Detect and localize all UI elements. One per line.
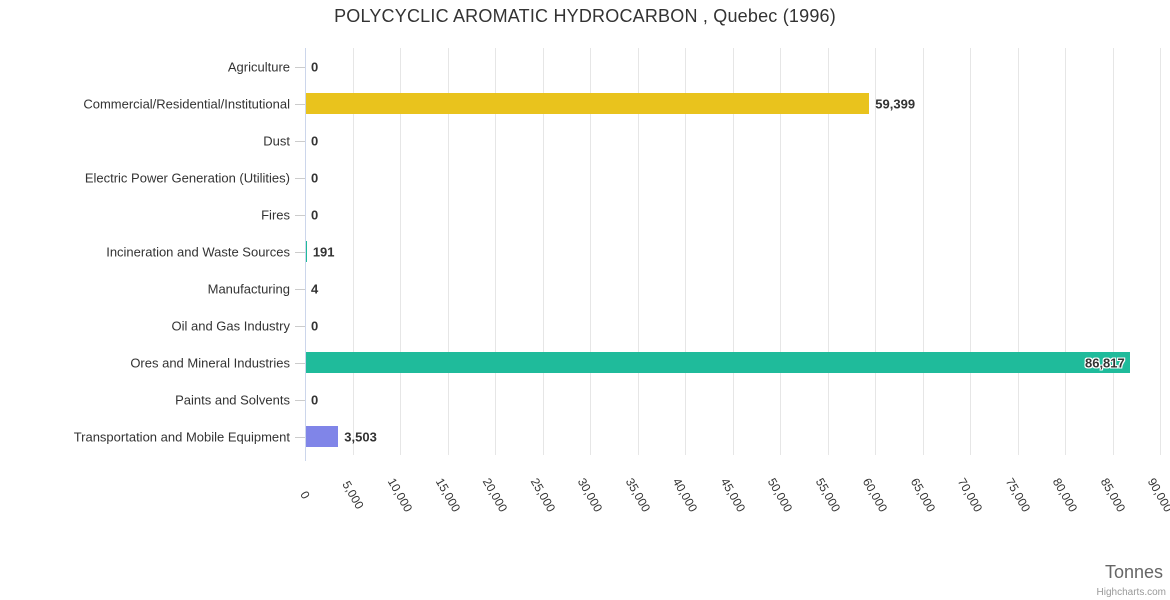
data-label: 0 [311, 207, 319, 222]
gridline [447, 48, 449, 455]
gridline [922, 48, 924, 455]
data-label: 0 [311, 318, 319, 333]
gridline [637, 48, 639, 455]
category-label: Fires [261, 207, 290, 222]
bar-ores-and-mineral-industries[interactable] [305, 352, 1130, 373]
category-label: Ores and Mineral Industries [130, 355, 290, 370]
data-label: 191 [312, 244, 335, 259]
gridline [495, 48, 496, 455]
x-axis-tick-label: 15,000 [432, 475, 463, 515]
gridline [1112, 48, 1114, 455]
category-tick-mark [295, 399, 305, 401]
category-tick-mark [295, 251, 305, 253]
category-label: Commercial/Residential/Institutional [83, 96, 290, 111]
gridline [1017, 48, 1019, 455]
gridline [970, 48, 971, 455]
plot-area: 0 59,399 0 0 0 191 4 0 86,817 0 3,503 [305, 48, 1161, 455]
highcharts-credit-link[interactable]: Highcharts.com [1096, 587, 1166, 598]
data-label: 59,399 [875, 96, 916, 111]
data-label: 86,817 [1084, 355, 1125, 370]
chart-title: POLYCYCLIC AROMATIC HYDROCARBON , Quebec… [334, 6, 836, 26]
x-axis-tick-label: 85,000 [1097, 475, 1128, 515]
data-label: 0 [311, 133, 319, 148]
category-label: Transportation and Mobile Equipment [73, 429, 290, 444]
gridline [352, 48, 354, 455]
x-axis-tick-label: 35,000 [622, 475, 653, 515]
x-axis-tick-label: 30,000 [574, 475, 606, 515]
gridline [732, 48, 734, 455]
category-tick-mark [295, 288, 305, 290]
category-label: Incineration and Waste Sources [106, 244, 290, 259]
x-axis-tick-label: 60,000 [859, 475, 891, 515]
category-tick-mark [295, 362, 305, 364]
category-tick-mark [295, 140, 305, 142]
data-label: 0 [311, 59, 319, 74]
gridline [1065, 48, 1066, 455]
x-axis-tick-label: 0 [297, 488, 313, 502]
data-label: 4 [311, 281, 319, 296]
gridline [827, 48, 829, 455]
category-tick-mark [295, 325, 305, 327]
category-label: Oil and Gas Industry [171, 318, 291, 333]
x-axis-tick-label: 45,000 [717, 475, 748, 515]
category-axis-line [305, 48, 306, 461]
data-label: 3,503 [344, 429, 377, 444]
x-axis-tick-label: 40,000 [669, 475, 701, 515]
x-axis-tick-label: 65,000 [907, 475, 938, 515]
gridline [875, 48, 876, 455]
gridline [400, 48, 401, 455]
bar-transportation-and-mobile-equipment[interactable] [305, 426, 339, 447]
category-label: Agriculture [227, 59, 290, 74]
category-tick-mark [295, 103, 305, 105]
x-axis-tick-label: 75,000 [1002, 475, 1033, 515]
category-tick-mark [295, 214, 305, 216]
x-axis-tick-label: 5,000 [338, 478, 367, 512]
bar-commercial-residential-institutional[interactable] [305, 93, 870, 114]
category-label: Manufacturing [207, 281, 290, 296]
data-label: 0 [311, 170, 319, 185]
x-axis-tick-label: 20,000 [479, 475, 511, 515]
x-axis-tick-label: 90,000 [1144, 475, 1170, 515]
x-axis-tick-label: 50,000 [764, 475, 796, 515]
category-tick-mark [295, 177, 305, 179]
gridline [542, 48, 544, 455]
category-label: Electric Power Generation (Utilities) [84, 170, 290, 185]
data-label: 0 [311, 392, 319, 407]
x-axis-tick-label: 10,000 [384, 475, 416, 515]
gridline [780, 48, 781, 455]
category-label: Dust [263, 133, 290, 148]
gridline [1160, 48, 1161, 455]
gridline [590, 48, 591, 455]
x-axis-tick-label: 25,000 [527, 475, 558, 515]
gridline [685, 48, 686, 455]
category-tick-mark [295, 66, 305, 68]
x-axis-title: Tonnes [1104, 562, 1163, 582]
x-axis-tick-label: 70,000 [954, 475, 986, 515]
x-axis-tick-label: 80,000 [1049, 475, 1081, 515]
category-label: Paints and Solvents [175, 392, 290, 407]
category-tick-mark [295, 436, 305, 438]
x-axis-tick-label: 55,000 [812, 475, 843, 515]
